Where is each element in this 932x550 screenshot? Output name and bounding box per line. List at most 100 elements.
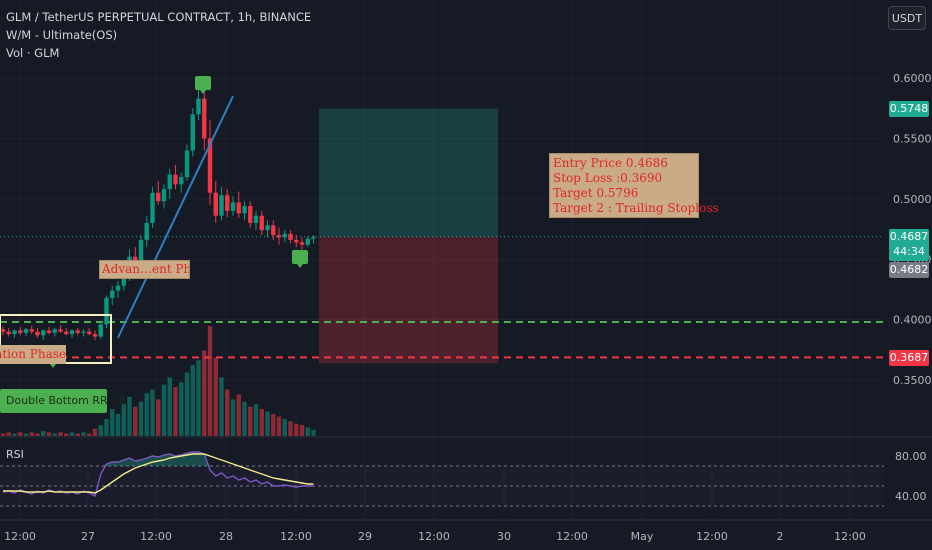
candle-body <box>41 330 46 336</box>
candle-body <box>259 215 264 231</box>
candle-body <box>202 98 207 139</box>
time-tick-label: 12:00 <box>280 530 312 543</box>
bottom-marker-icon-tip <box>297 264 303 268</box>
volume-bar <box>127 396 132 436</box>
rsi-tick-label: 80.00 <box>895 450 927 463</box>
volume-bars <box>0 326 316 436</box>
advancement-phase-label: Advan…ent Phase <box>99 260 190 279</box>
note-target: Target 0.5796 <box>553 186 639 200</box>
candle-countdown: 44:34 <box>893 245 925 258</box>
volume-bar <box>69 432 75 436</box>
current-price-tag: 0.4687 44:34 <box>889 229 929 261</box>
price-tick-label: 0.5000 <box>893 193 932 206</box>
volume-bar <box>23 433 29 436</box>
volume-bar <box>29 432 34 436</box>
time-tick-label: 27 <box>81 530 95 543</box>
level-lines <box>0 236 884 359</box>
time-tick-label: 12:00 <box>556 530 588 543</box>
volume-bar <box>81 432 86 436</box>
volume-bar <box>6 432 11 436</box>
candle-body <box>92 334 98 337</box>
candle-body <box>0 329 6 332</box>
rsi-ma-line <box>3 453 314 494</box>
volume-bar <box>0 433 6 436</box>
candle-body <box>288 233 293 240</box>
time-tick-label: 12:00 <box>140 530 172 543</box>
volume-bar <box>242 401 247 436</box>
volume-bar <box>259 409 264 436</box>
rsi-label: RSI <box>6 448 24 461</box>
candle-body <box>179 177 184 185</box>
candles <box>0 80 316 341</box>
volume-bar <box>236 394 241 436</box>
candle-body <box>23 329 29 333</box>
candle-body <box>52 329 57 333</box>
candle-body <box>104 297 109 325</box>
volume-bar <box>46 432 52 436</box>
candle-body <box>253 215 259 223</box>
volume-bar <box>161 384 167 436</box>
volume-bar <box>230 399 236 436</box>
candle-body <box>156 192 161 202</box>
volume-bar <box>150 389 155 436</box>
candle-body <box>138 239 144 265</box>
volume-bar <box>179 382 184 436</box>
time-tick-label: 12:00 <box>4 530 36 543</box>
volume-bar <box>173 387 178 436</box>
volume-bar <box>207 326 213 436</box>
candle-body <box>230 202 236 211</box>
volume-bar <box>98 425 103 436</box>
volume-bar <box>12 433 17 436</box>
candle-body <box>6 331 11 335</box>
volume-bar <box>305 427 310 436</box>
volume-bar <box>110 409 115 436</box>
volume-bar <box>271 414 276 436</box>
volume-label[interactable]: Vol · GLM <box>6 46 60 60</box>
price-tick-label: 0.4000 <box>893 314 932 327</box>
volume-bar <box>248 406 253 436</box>
candle-body <box>282 233 287 238</box>
double-bottom-label: Double Bottom RR - 8 <box>0 389 126 413</box>
price-axis[interactable]: 0.60000.55000.50000.45000.40000.350080.0… <box>893 72 932 503</box>
time-tick-label: 12:00 <box>696 530 728 543</box>
bottom-marker-icon-body <box>292 250 308 264</box>
volume-bar <box>41 431 46 436</box>
candle-body <box>276 235 282 238</box>
accumulation-phase-label: Accumulation Phase <box>0 345 66 364</box>
volume-bar <box>167 377 172 436</box>
candle-body <box>46 330 52 333</box>
price-tick-label: 0.5500 <box>893 132 932 145</box>
volume-bar <box>282 418 287 436</box>
candle-body <box>305 238 310 245</box>
candle-body <box>219 195 224 216</box>
volume-bar <box>35 433 40 436</box>
candle-body <box>294 239 299 243</box>
volume-bar <box>92 428 98 436</box>
indicator-label[interactable]: W/M - Ultimate(OS) <box>6 28 118 42</box>
volume-bar <box>52 433 57 436</box>
volume-bar <box>219 377 224 436</box>
volume-bar <box>115 414 121 436</box>
volume-bar <box>144 393 149 436</box>
candle-body <box>196 98 201 115</box>
time-tick-label: May <box>631 530 654 543</box>
volume-bar <box>225 389 230 436</box>
candle-body <box>75 330 80 333</box>
price-tick-label: 0.6000 <box>893 72 932 85</box>
candle-body <box>35 331 40 336</box>
currency-button[interactable]: USDT <box>888 6 926 30</box>
candle-body <box>150 192 155 223</box>
current-price: 0.4687 <box>889 230 929 243</box>
candle-body <box>81 331 86 333</box>
stop-price-tag: 0.3687 <box>889 350 929 366</box>
time-axis[interactable]: 12:00 27 12:00 28 12:00 29 12:00 30 12:00 May 12:0… <box>4 530 866 543</box>
trade-note: Entry Price 0.4686 Stop Loss :0.3690 Tar… <box>549 153 719 218</box>
time-tick-label: 29 <box>358 530 372 543</box>
candle-body <box>207 138 213 193</box>
symbol-title[interactable]: GLM / TetherUS PERPETUAL CONTRACT, 1h, B… <box>6 10 312 24</box>
volume-bar <box>196 360 201 436</box>
top-marker-icon <box>195 76 211 94</box>
candle-body <box>299 242 305 245</box>
note-entry: Entry Price 0.4686 <box>553 156 668 170</box>
